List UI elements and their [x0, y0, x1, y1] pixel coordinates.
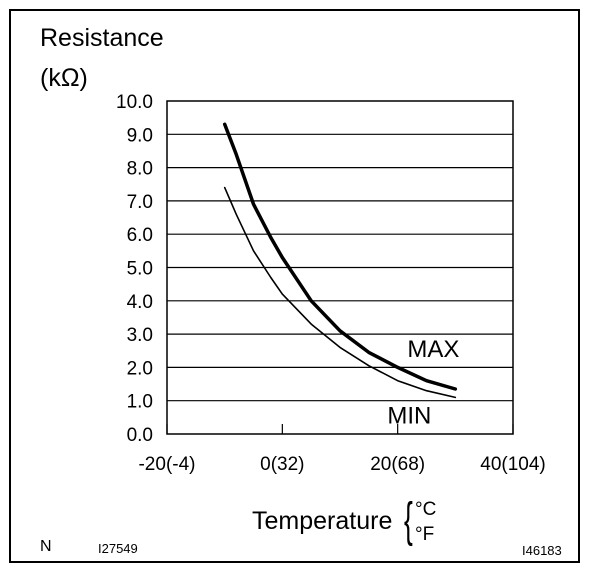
y-tick-label: 4.0 [127, 292, 153, 313]
y-axis-label-line-2: (kΩ) [40, 64, 88, 92]
x-tick-label: 40(104) [480, 454, 546, 475]
grid-layer [167, 133, 513, 402]
y-tick-label: 2.0 [127, 358, 153, 379]
series-layer [222, 122, 458, 399]
x-tick-label: -20(-4) [138, 454, 195, 475]
y-tick-label: 3.0 [127, 325, 153, 346]
y-axis-label-line-1: Resistance [40, 24, 164, 52]
x-tick-label: 0(32) [260, 454, 304, 475]
series-label-min: MIN [387, 402, 431, 429]
series-label-max: MAX [407, 336, 459, 363]
y-tick-label: 8.0 [127, 159, 153, 180]
y-tick-label: 7.0 [127, 192, 153, 213]
reference-code-right: I46183 [522, 543, 562, 558]
y-tick-label: 10.0 [116, 92, 153, 113]
figure-frame [9, 9, 580, 563]
reference-code-left: I27549 [98, 541, 138, 556]
x-unit-fahrenheit: °F [415, 524, 435, 545]
x-axis-label: Temperature [252, 507, 393, 535]
y-tick-label: 0.0 [127, 425, 153, 446]
tick-layer: 0.0 1.0 2.0 3.0 4.0 5.0 6.0 7.0 8.0 9.0 10.0 -20(-4… [116, 92, 546, 475]
y-tick-label: 9.0 [127, 125, 153, 146]
series-line-min [223, 186, 457, 399]
x-tick-label: 20(68) [370, 454, 425, 475]
y-tick-label: 1.0 [127, 392, 153, 413]
unit-brace: { [404, 494, 413, 547]
series-line-max [222, 122, 458, 391]
series-label-layer: MAX MIN [387, 336, 459, 429]
corner-mark: N [40, 538, 52, 555]
y-tick-label: 5.0 [127, 259, 153, 280]
plot-area-border [166, 100, 514, 435]
y-tick-label: 6.0 [127, 225, 153, 246]
x-unit-celsius: °C [415, 499, 437, 520]
